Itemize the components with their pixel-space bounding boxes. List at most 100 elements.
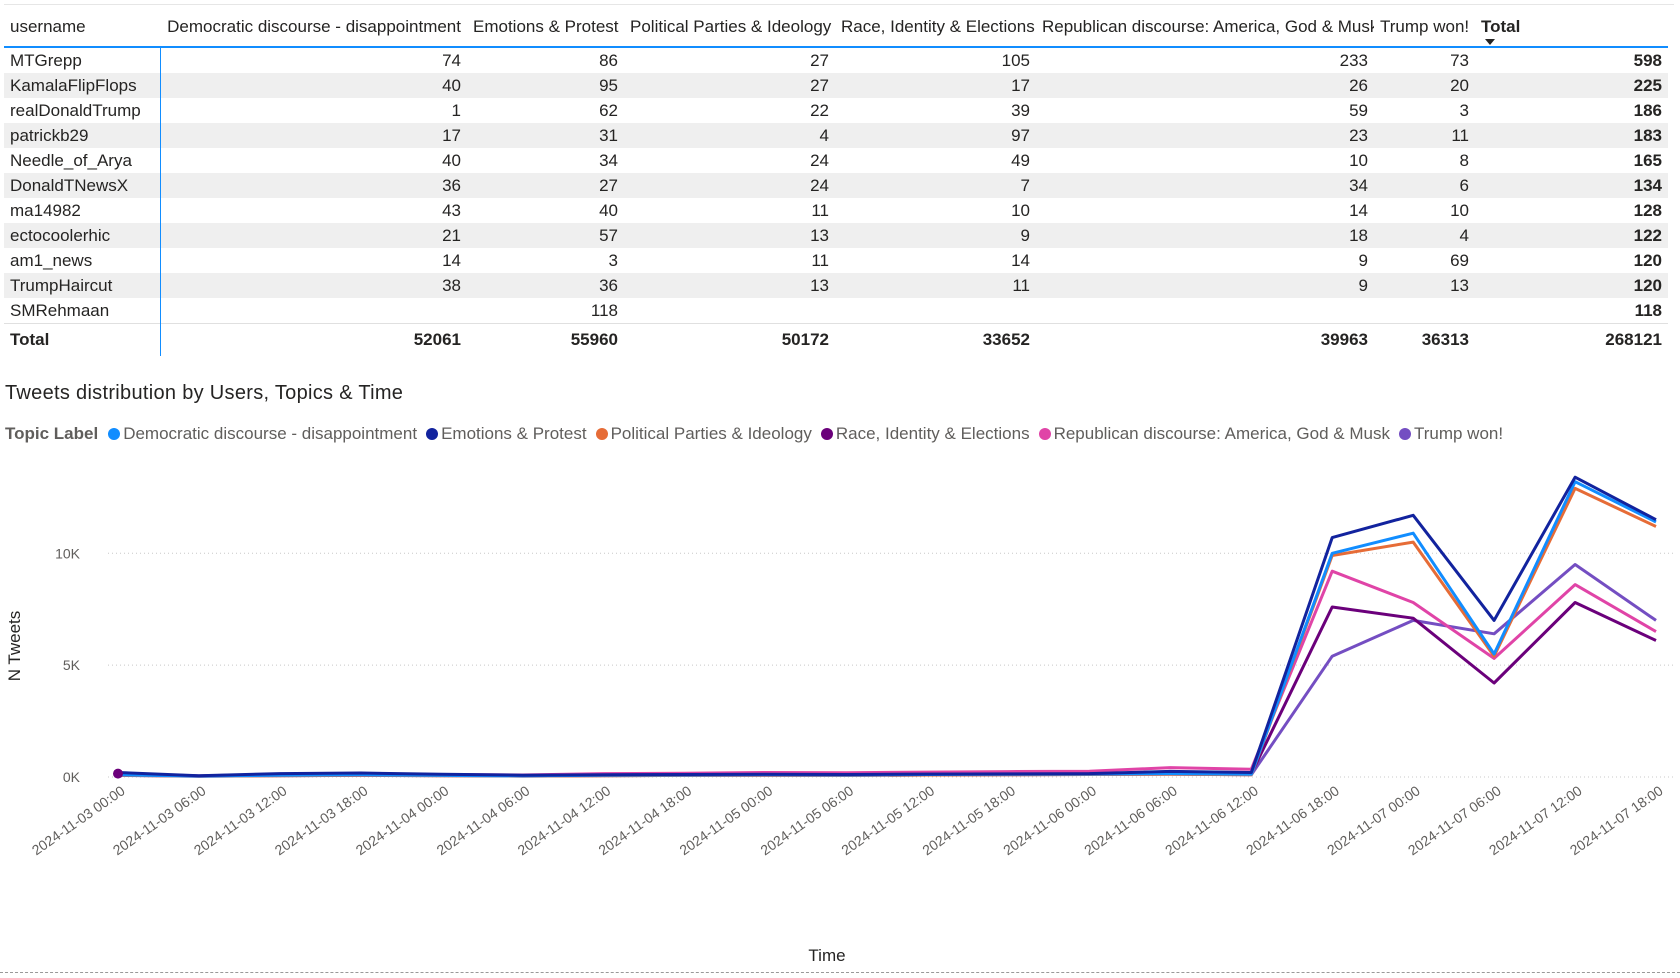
- cell-trump-won: 10: [1450, 200, 1469, 220]
- cell-total: 122: [1475, 223, 1668, 248]
- cell-republican: 23: [1036, 123, 1374, 148]
- username-cell[interactable]: TrumpHaircut: [4, 273, 161, 298]
- legend-item[interactable]: Political Parties & Ideology: [595, 424, 812, 444]
- table-row[interactable]: am1_news 14 3 11 14 9 69 120: [4, 248, 1668, 273]
- cell-republican: 59: [1349, 100, 1368, 120]
- cell-trump-won: 11: [1374, 123, 1475, 148]
- legend-item[interactable]: Trump won!: [1398, 424, 1503, 444]
- y-tick-label: 0K: [63, 769, 81, 785]
- legend-item[interactable]: Race, Identity & Elections: [820, 424, 1030, 444]
- table-row[interactable]: SMRehmaan 118 118: [4, 298, 1668, 324]
- cell-republican: 9: [1358, 250, 1368, 270]
- cell-total: 120: [1633, 250, 1662, 270]
- x-axis-title: Time: [808, 946, 845, 965]
- cell-race: 11: [835, 273, 1036, 298]
- cell-total: 186: [1633, 100, 1662, 120]
- username-cell[interactable]: SMRehmaan: [4, 298, 161, 324]
- cell-republican: 233: [1339, 50, 1368, 70]
- table-body: MTGrepp 74 86 27 105 233 73 598 KamalaFlipFlops 4…: [4, 47, 1668, 324]
- column-header-race-identity[interactable]: Race, Identity & Elections: [841, 17, 1035, 36]
- chart-title: Tweets distribution by Users, Topics & T…: [5, 382, 404, 404]
- legend-label: Political Parties & Ideology: [610, 424, 812, 443]
- cell-republican: 14: [1349, 200, 1368, 220]
- username-cell[interactable]: am1_news: [4, 248, 161, 273]
- cell-democratic: 74: [442, 50, 461, 70]
- cell-trump-won: 73: [1450, 50, 1469, 70]
- total-label: Total: [4, 323, 161, 356]
- cell-trump-won: 13: [1374, 273, 1475, 298]
- legend-dot-icon: [595, 428, 608, 440]
- cell-trump-won: 6: [1374, 173, 1475, 198]
- cell-political: 27: [624, 73, 835, 98]
- legend-item[interactable]: Republican discourse: America, God & Mus…: [1038, 424, 1390, 444]
- username-cell[interactable]: realDonaldTrump: [4, 98, 161, 123]
- cell-republican: 34: [1036, 173, 1374, 198]
- table-row[interactable]: Needle_of_Arya 40 34 24 49 10 8 165: [4, 148, 1668, 173]
- legend-item[interactable]: Democratic discourse - disappointment: [108, 424, 417, 444]
- username-cell[interactable]: DonaldTNewsX: [4, 173, 161, 198]
- series-line: [117, 563, 1657, 778]
- y-tick-label: 10K: [55, 545, 81, 561]
- series-line: [117, 569, 1657, 778]
- cell-total: 225: [1475, 73, 1668, 98]
- cell-political: 11: [811, 200, 829, 220]
- cell-race: 14: [1011, 250, 1030, 270]
- table-row[interactable]: realDonaldTrump 1 62 22 39 59 3 186: [4, 98, 1668, 123]
- username-cell[interactable]: Needle_of_Arya: [4, 148, 161, 173]
- table-row[interactable]: KamalaFlipFlops 40 95 27 17 26 20 225: [4, 73, 1668, 98]
- total-trump-won: 36313: [1374, 323, 1475, 356]
- cell-race: 10: [1011, 200, 1030, 220]
- cell-republican: 10: [1349, 150, 1368, 170]
- legend-label: Democratic discourse - disappointment: [123, 424, 418, 443]
- cell-race: 49: [1011, 150, 1030, 170]
- column-header-trump-won[interactable]: Trump won!: [1380, 17, 1470, 36]
- bottom-divider: [0, 972, 1680, 973]
- legend-label: Race, Identity & Elections: [835, 424, 1030, 443]
- legend-dot-icon: [108, 428, 121, 440]
- column-header-username[interactable]: username: [10, 17, 86, 36]
- table-total-row: Total 52061 55960 50172 33652 39963 36313 26812…: [4, 323, 1668, 356]
- cell-political: 4: [624, 123, 835, 148]
- cell-republican: [1036, 298, 1374, 324]
- column-header-total[interactable]: Total: [1475, 8, 1668, 47]
- table-row[interactable]: TrumpHaircut 38 36 13 11 9 13 120: [4, 273, 1668, 298]
- cell-emotions: 57: [467, 223, 624, 248]
- top-divider: [4, 4, 1674, 5]
- cell-race: 9: [835, 223, 1036, 248]
- cell-trump-won: [1374, 298, 1475, 324]
- cell-political: 13: [624, 273, 835, 298]
- legend-dot-icon: [1398, 428, 1411, 440]
- column-header-political-parties[interactable]: Political Parties & Ideology: [630, 17, 832, 36]
- legend-dot-icon: [426, 428, 439, 440]
- cell-total: 120: [1475, 273, 1668, 298]
- cell-trump-won: 3: [1459, 100, 1469, 120]
- cell-republican: 9: [1036, 273, 1374, 298]
- cell-total: 134: [1475, 173, 1668, 198]
- cell-political: 11: [811, 250, 829, 270]
- total-emotions: 55960: [467, 323, 624, 356]
- table-row[interactable]: patrickb29 17 31 4 97 23 11 183: [4, 123, 1668, 148]
- legend-item[interactable]: Emotions & Protest: [426, 424, 587, 444]
- username-cell[interactable]: MTGrepp: [4, 47, 161, 73]
- cell-emotions: 86: [599, 50, 618, 70]
- table-row[interactable]: ma14982 43 40 11 10 14 10 128: [4, 198, 1668, 223]
- cell-democratic: 40: [442, 150, 461, 170]
- column-header-republican-discourse[interactable]: Republican discourse: America, God & Mus…: [1042, 17, 1374, 36]
- series-line: [117, 601, 1657, 778]
- username-cell[interactable]: KamalaFlipFlops: [4, 73, 161, 98]
- username-cell[interactable]: ma14982: [4, 198, 161, 223]
- cell-emotions: 34: [599, 150, 618, 170]
- cell-political: 22: [810, 100, 829, 120]
- table-row[interactable]: MTGrepp 74 86 27 105 233 73 598: [4, 47, 1668, 73]
- column-header-emotions-protest[interactable]: Emotions & Protest: [473, 17, 619, 36]
- table-header-row: username Democratic discourse - disappoi…: [4, 8, 1668, 47]
- cell-democratic: 43: [442, 200, 461, 220]
- column-header-democratic-discourse[interactable]: Democratic discourse - disappointment: [167, 17, 461, 36]
- username-cell[interactable]: patrickb29: [4, 123, 161, 148]
- table-row[interactable]: ectocoolerhic 21 57 13 9 18 4 122: [4, 223, 1668, 248]
- username-cell[interactable]: ectocoolerhic: [4, 223, 161, 248]
- table-row[interactable]: DonaldTNewsX 36 27 24 7 34 6 134: [4, 173, 1668, 198]
- cell-race: 97: [835, 123, 1036, 148]
- cell-political: [624, 298, 835, 324]
